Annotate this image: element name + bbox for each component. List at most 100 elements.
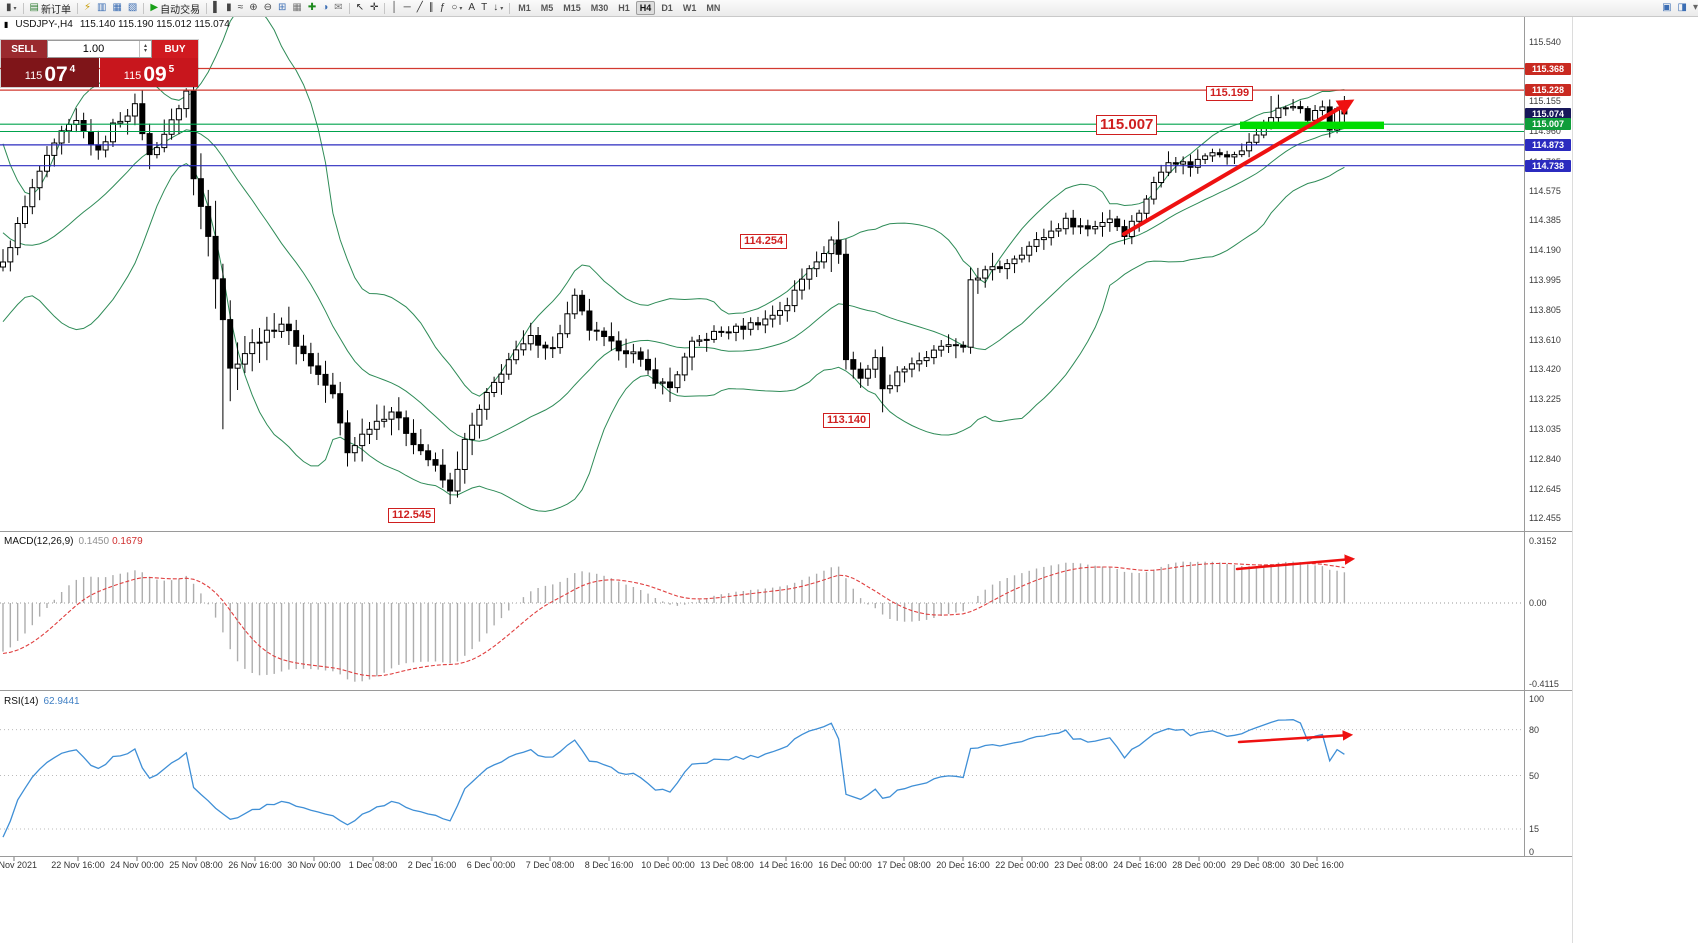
trendline-icon[interactable]: ╱ xyxy=(414,1,426,15)
price-axis-tick: 114.575 xyxy=(1529,185,1561,196)
template-icon[interactable]: ✉ xyxy=(331,1,345,15)
timeframe-mn-button[interactable]: MN xyxy=(706,3,721,13)
timeframe-h1-button[interactable]: H1 xyxy=(618,3,630,13)
timeframe-m30-button[interactable]: M30 xyxy=(590,3,609,13)
toolbar-options-icon[interactable]: ▾ xyxy=(1690,1,1698,15)
price-tag-115.228: 115.228 xyxy=(1525,84,1571,97)
tile-windows-icon[interactable]: ⊞ xyxy=(275,1,289,15)
new-order-icon: ▤ xyxy=(29,2,39,13)
fibonacci-icon[interactable]: ƒ xyxy=(437,1,449,15)
add-indicator-icon: ✚ xyxy=(307,2,317,13)
time-axis-label: 28 Dec 00:00 xyxy=(1172,860,1226,870)
time-axis-label: 1 Dec 08:00 xyxy=(348,860,398,870)
timeframe-w1-button[interactable]: W1 xyxy=(682,3,697,13)
time-axis-label: 22 Dec 00:00 xyxy=(995,860,1049,870)
crosshair-icon[interactable]: ✛ xyxy=(367,1,381,15)
news-icon[interactable]: ◨ xyxy=(1675,1,1690,15)
bar-chart-icon[interactable]: ▌ xyxy=(210,1,223,15)
shapes-icon[interactable]: ○ ▾ xyxy=(448,1,465,15)
zoom-in-icon: ⊕ xyxy=(249,2,258,13)
volume-stepper[interactable]: ▴ ▾ xyxy=(139,41,151,57)
sell-price-button[interactable]: 115 07 4 xyxy=(1,58,99,87)
price-axis-tick: 113.420 xyxy=(1529,364,1561,375)
sell-button[interactable]: SELL xyxy=(1,40,47,58)
label-icon[interactable]: T xyxy=(478,1,490,15)
arrow-objects-icon: ↓ xyxy=(493,2,499,13)
volume-down-icon[interactable]: ▾ xyxy=(143,48,147,54)
time-axis-label: 9 Nov 2021 xyxy=(0,860,38,870)
rsi-name: RSI(14) xyxy=(4,696,39,707)
community-icon[interactable]: ▣ xyxy=(1659,1,1674,15)
price-tag-115.074: 115.074 xyxy=(1525,107,1571,120)
toolbar-separator xyxy=(22,2,24,14)
buy-price-button[interactable]: 115 09 5 xyxy=(100,58,198,87)
vertical-line-icon[interactable]: │ xyxy=(388,1,400,15)
volume-up-icon[interactable]: ▴ xyxy=(143,43,147,49)
arrow-objects-icon[interactable]: ↓ ▾ xyxy=(490,1,506,15)
text-icon: A xyxy=(468,2,476,13)
vertical-line-icon: │ xyxy=(391,2,398,13)
period-icon[interactable]: ◑ xyxy=(319,1,331,15)
rsi-axis-tick: 0 xyxy=(1529,847,1535,857)
line-chart-icon[interactable]: ≈ xyxy=(235,1,247,15)
sell-price-frac: 4 xyxy=(69,64,76,75)
autotrading-button[interactable]: ▶ 自动交易 xyxy=(147,1,203,16)
volume-field[interactable]: 1.00 ▴ ▾ xyxy=(47,40,152,58)
buy-button[interactable]: BUY xyxy=(152,40,198,58)
timeframe-d1-button[interactable]: D1 xyxy=(661,3,673,13)
timeframe-m15-button[interactable]: M15 xyxy=(563,3,581,13)
price-axis-tick: 112.455 xyxy=(1529,513,1561,523)
timeframe-m5-button[interactable]: M5 xyxy=(540,3,554,13)
zoom-in-icon[interactable]: ⊕ xyxy=(246,1,260,15)
macd-axis-tick: 0.3152 xyxy=(1529,536,1557,546)
buy-price-pips: 09 xyxy=(143,63,167,86)
text-icon[interactable]: A xyxy=(465,1,478,15)
toolbar-separator xyxy=(509,2,511,14)
market-watch-icon[interactable]: ▥ xyxy=(94,1,109,15)
chart-window-icon[interactable]: ▮ ▾ xyxy=(3,1,20,15)
buy-price-base: 115 xyxy=(123,70,142,82)
macd-axis-tick: -0.4115 xyxy=(1529,678,1559,689)
tile-windows-icon: ⊞ xyxy=(277,2,287,13)
cursor-icon[interactable]: ↖ xyxy=(353,1,367,15)
price-axis-tick: 113.805 xyxy=(1529,304,1561,315)
time-axis-label: 14 Dec 16:00 xyxy=(759,860,813,870)
price-axis-tick: 114.190 xyxy=(1529,245,1561,256)
time-axis-label: 26 Nov 16:00 xyxy=(228,860,282,870)
sell-price-base: 115 xyxy=(24,70,43,82)
data-window-icon[interactable]: ▦ xyxy=(109,1,124,15)
annotation-113.140: 113.140 xyxy=(823,413,871,429)
news-icon: ◨ xyxy=(1677,2,1687,13)
indicator-list-icon[interactable]: ⚡ xyxy=(81,1,94,15)
zoom-out-icon: ⊖ xyxy=(263,2,272,13)
buy-price-frac: 5 xyxy=(168,64,175,75)
timeframe-m1-button[interactable]: M1 xyxy=(518,3,531,13)
price-tag-114.738: 114.738 xyxy=(1525,159,1571,172)
period-icon: ◑ xyxy=(322,2,329,13)
horizontal-line-icon[interactable]: ─ xyxy=(401,1,414,15)
trendline-icon: ╱ xyxy=(416,2,423,13)
label-icon: T xyxy=(481,2,488,13)
candlestick-chart-icon[interactable]: ▮ xyxy=(223,1,235,15)
dropdown-caret-icon: ▾ xyxy=(459,5,463,12)
volume-value[interactable]: 1.00 xyxy=(82,43,105,55)
navigator-icon[interactable]: ▧ xyxy=(125,1,140,15)
zoom-out-icon[interactable]: ⊖ xyxy=(261,1,275,15)
market-watch-icon: ▥ xyxy=(97,2,107,13)
time-axis-label: 13 Dec 08:00 xyxy=(700,860,754,870)
price-axis-tick: 113.610 xyxy=(1529,334,1561,345)
add-indicator-icon[interactable]: ✚ xyxy=(305,1,319,15)
one-click-trade-panel: SELL 1.00 ▴ ▾ BUY 115 07 4 115 09 5 xyxy=(1,40,198,87)
channel-icon[interactable]: ∥ xyxy=(426,1,437,15)
time-axis-label: 29 Dec 08:00 xyxy=(1231,860,1285,870)
time-axis-label: 24 Nov 00:00 xyxy=(110,860,164,870)
new-order-button[interactable]: ▤ 新订单 xyxy=(27,1,74,16)
time-axis-label: 24 Dec 16:00 xyxy=(1113,860,1167,870)
time-axis-label: 2 Dec 16:00 xyxy=(407,860,457,870)
data-window-icon: ▦ xyxy=(112,2,122,13)
community-icon: ▣ xyxy=(1662,2,1672,13)
timeframe-h4-button[interactable]: H4 xyxy=(635,1,656,15)
grid-icon[interactable]: ▦ xyxy=(289,1,304,15)
